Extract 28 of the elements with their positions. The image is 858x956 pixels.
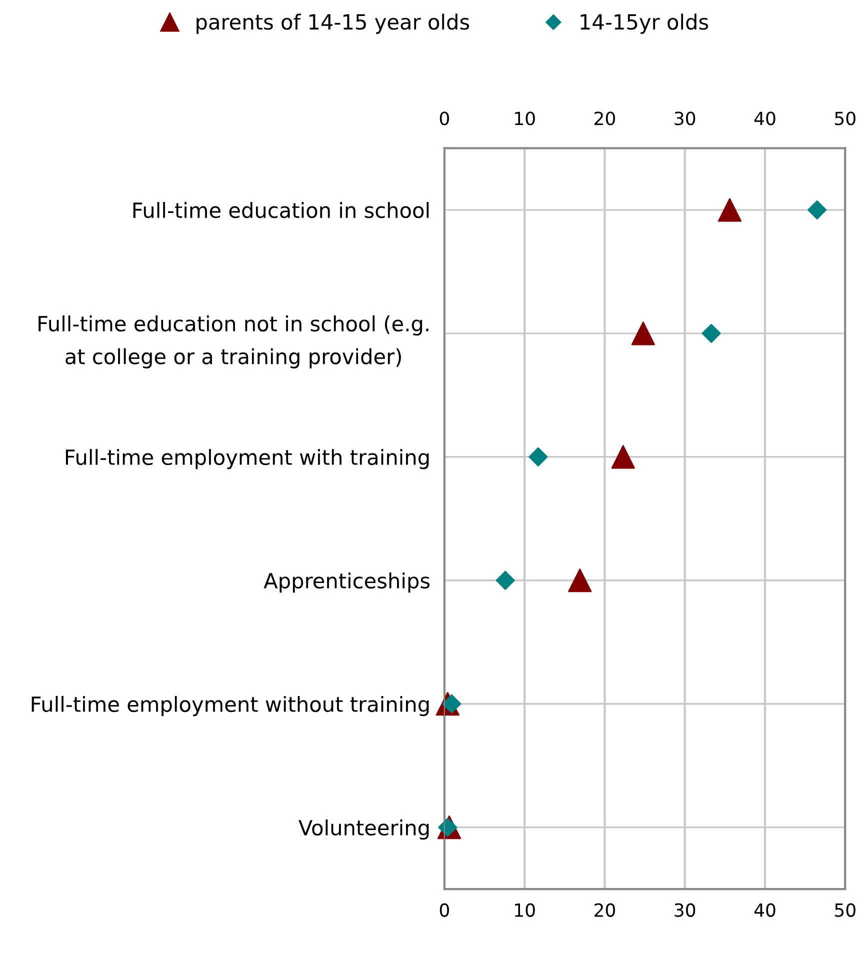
legend-label: 14-15yr olds (580, 14, 708, 34)
x2-tick-label: 0 (440, 112, 449, 126)
y-tick-label: Full-time education in school (133, 202, 429, 218)
x-tick-label: 0 (440, 903, 449, 917)
point (808, 200, 827, 220)
point (611, 445, 635, 469)
point (631, 322, 655, 346)
x-tick-label: 40 (754, 903, 776, 917)
x2-tick-label: 20 (594, 112, 616, 126)
x-tick-label: 30 (674, 903, 696, 917)
y-tick-label: Full-time education not in school (e.g. at college or a training provider) (38, 315, 428, 368)
y-tick-label: Volunteering (298, 819, 429, 840)
point (528, 447, 548, 466)
y-tick-label: Full-time employment with training (66, 448, 429, 470)
y-tick-label: Apprenticeships (264, 572, 430, 593)
point (718, 198, 742, 222)
y-tick-label: Full-time employment without training (32, 696, 429, 716)
legend-label: parents of 14-15 year olds (196, 14, 470, 34)
x-tick-label: 50 (835, 903, 856, 917)
point (496, 570, 515, 590)
x-tick-label: 20 (594, 903, 616, 917)
x-tick-label: 10 (515, 903, 535, 917)
point (568, 568, 592, 592)
x2-tick-label: 30 (674, 112, 696, 126)
x2-tick-label: 40 (754, 112, 776, 126)
point (702, 324, 721, 343)
x2-tick-label: 50 (835, 112, 856, 126)
x2-tick-label: 10 (515, 112, 535, 126)
